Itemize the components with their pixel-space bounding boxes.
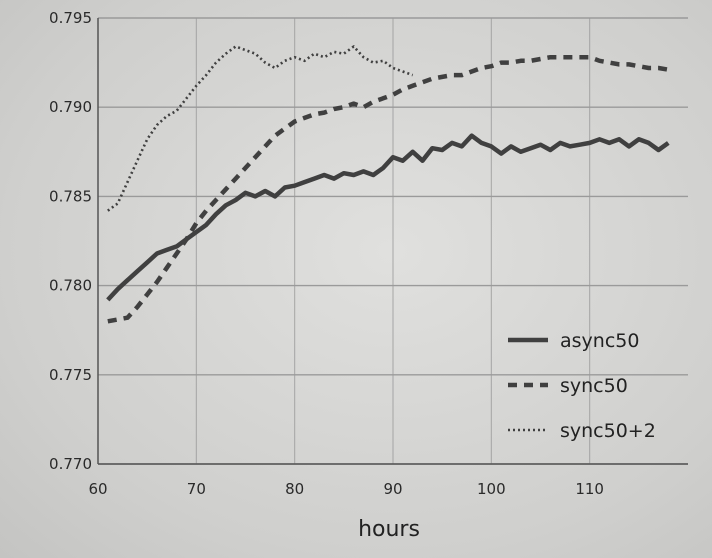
grid bbox=[98, 17, 688, 465]
x-axis-title: hours bbox=[358, 517, 420, 542]
series-line-sync50-2 bbox=[107, 45, 414, 212]
tick-labels: 0.770 0.775 0.780 0.785 0.790 0.795 60 70 80 90 10… bbox=[49, 9, 604, 498]
series-lines bbox=[106, 45, 670, 324]
x-tick-label: 110 bbox=[575, 480, 604, 498]
x-tick-label: 100 bbox=[477, 480, 506, 498]
y-tick-label: 0.785 bbox=[49, 187, 92, 205]
x-tick-label: 60 bbox=[88, 480, 107, 498]
y-tick-label: 0.795 bbox=[49, 9, 92, 27]
series-line-sync50 bbox=[107, 54, 669, 324]
y-tick-label: 0.790 bbox=[49, 98, 92, 116]
x-tick-label: 70 bbox=[187, 480, 206, 498]
axes bbox=[97, 18, 688, 465]
legend-label-async50: async50 bbox=[560, 330, 639, 352]
y-tick-label: 0.770 bbox=[49, 455, 92, 473]
x-tick-label: 80 bbox=[285, 480, 304, 498]
y-tick-label: 0.780 bbox=[49, 277, 92, 295]
y-tick-label: 0.775 bbox=[49, 366, 92, 384]
series-line-async50 bbox=[106, 133, 670, 302]
legend-label-sync50-2: sync50+2 bbox=[560, 420, 656, 442]
x-tick-label: 90 bbox=[383, 480, 402, 498]
legend: async50 sync50 sync50+2 bbox=[508, 330, 656, 442]
legend-label-sync50: sync50 bbox=[560, 375, 628, 397]
